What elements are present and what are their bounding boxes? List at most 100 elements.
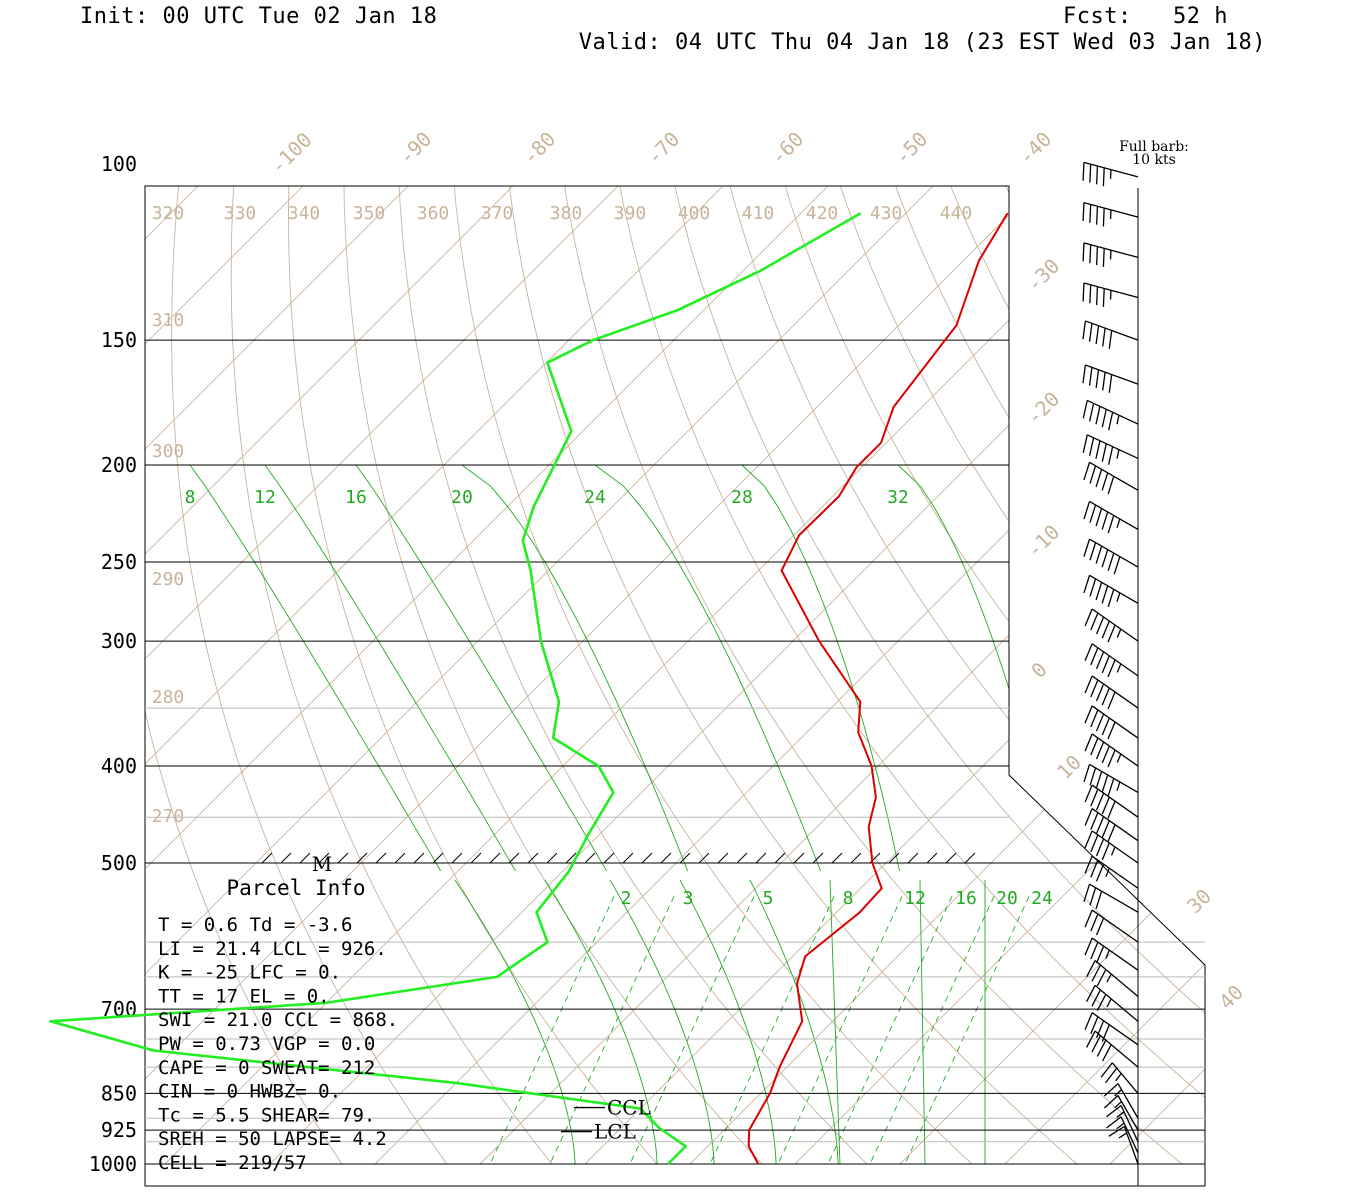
barb-feather [1082, 242, 1085, 262]
isotherm-line [689, 186, 1205, 1165]
temperature-trace [747, 212, 1009, 1165]
wind-barb [1084, 733, 1139, 768]
barb-feather [1108, 330, 1113, 349]
barb-feather [1107, 624, 1116, 643]
barb-feather [1083, 883, 1091, 902]
wind-barb [1082, 282, 1139, 307]
barb-feather [1095, 945, 1105, 964]
hatch-mark [413, 852, 425, 864]
wind-barb [1083, 500, 1139, 534]
barb-feather [1095, 792, 1105, 811]
wind-barb [1083, 883, 1139, 913]
barb-feather [1084, 784, 1093, 803]
isotherm-label: -40 [1014, 127, 1057, 170]
upper-moist-line [897, 464, 1009, 691]
valid-time: Valid: 04 UTC Thu 04 Jan 18 (23 EST Wed … [578, 30, 1266, 55]
isotherm-line [145, 186, 536, 1165]
isotherm-line [145, 186, 1061, 1165]
barb-feather [1096, 969, 1107, 987]
isotherm-label: -80 [518, 127, 561, 170]
hatch-mark [546, 852, 558, 864]
barb-half-feather [1116, 518, 1121, 528]
hatch-mark [926, 852, 938, 864]
wind-barb [1082, 434, 1139, 465]
hatch-mark [907, 852, 919, 864]
wind-barb [1082, 320, 1139, 349]
barb-feather [1101, 409, 1107, 428]
dry-adiabat [506, 186, 1078, 1165]
theta-label: 330 [224, 203, 257, 224]
barb-feather [1088, 367, 1093, 386]
barb-feather [1101, 745, 1110, 764]
pressure-label: 250 [101, 550, 137, 574]
barb-feather [1083, 462, 1091, 481]
wind-barb [1083, 763, 1139, 797]
theta-label: 400 [678, 203, 711, 224]
mixing-label: 20 [451, 487, 473, 508]
barb-half-feather [1116, 415, 1120, 425]
isotherm-label: 30 [1182, 884, 1216, 918]
isotherm-line [145, 186, 431, 1165]
barb-feather [1095, 651, 1105, 670]
barb-half-feather [1118, 1132, 1128, 1139]
mixing-label: 5 [763, 888, 774, 909]
barb-feather [1090, 647, 1099, 666]
barb-feather [1089, 767, 1097, 786]
barb-feather [1113, 556, 1121, 575]
barb-feather [1084, 855, 1093, 874]
barb-feather [1107, 800, 1116, 819]
barb-feather [1107, 476, 1115, 495]
barb-feather [1095, 508, 1103, 527]
pressure-label: 1000 [89, 1152, 137, 1176]
pressure-label: 300 [101, 629, 137, 653]
hatch-mark [261, 852, 273, 864]
wind-barb [1108, 1125, 1139, 1165]
barb-feather [1106, 1104, 1122, 1118]
barb-feather [1095, 863, 1105, 882]
barb-half-feather [1106, 998, 1112, 1008]
barb-feather [1088, 323, 1093, 342]
barb-feather [1095, 406, 1101, 425]
barb-note: Full barb: 10 kts [1104, 139, 1204, 168]
wind-barb [1084, 643, 1139, 678]
barb-staff [1094, 984, 1139, 1022]
barb-feather [1095, 545, 1103, 564]
barb-feather [1107, 691, 1116, 710]
barb-feather [1089, 542, 1097, 561]
theta-label: 290 [152, 569, 185, 590]
barb-feather [1095, 325, 1100, 345]
hatch-mark [318, 852, 330, 864]
theta-label: 320 [152, 203, 185, 224]
hatch-mark [299, 852, 311, 864]
barb-staff [1091, 855, 1139, 889]
barb-feather [1095, 582, 1103, 601]
dry-adiabat [941, 186, 1205, 1165]
hatch-mark [698, 852, 710, 864]
barb-feather [1107, 778, 1115, 797]
barb-staff [1120, 1105, 1139, 1142]
hatch-mark [489, 852, 501, 864]
mixing-ratio-line [869, 896, 995, 1165]
hatch-mark [641, 852, 653, 864]
isotherm-line [899, 186, 1205, 1165]
barb-staff [1091, 1012, 1139, 1046]
barb-half-feather [1110, 846, 1116, 856]
barb-half-feather [1116, 1122, 1125, 1130]
isotherm-label: -70 [642, 127, 685, 170]
barb-feather [1105, 1067, 1118, 1084]
isotherm-line [145, 186, 641, 1165]
isotherm-label: -100 [266, 128, 317, 179]
isotherm-label: 40 [1214, 980, 1248, 1014]
parcel-info-panel: Parcel Info T = 0.6 Td = -3.6LI = 21.4 LC… [158, 876, 398, 1174]
upper-moist-line [355, 464, 608, 871]
parcel-info-row: SWI = 21.0 CCL = 868. [158, 1009, 398, 1031]
barb-feather [1108, 446, 1114, 465]
barb-feather [1101, 820, 1110, 838]
barb-feather [1107, 824, 1116, 842]
barb-feather [1095, 838, 1105, 857]
barb-feather [1095, 1020, 1105, 1039]
barb-feather [1084, 643, 1093, 662]
barb-feather [1090, 612, 1099, 631]
pressure-label: 200 [101, 453, 137, 477]
barb-feather [1095, 440, 1101, 459]
